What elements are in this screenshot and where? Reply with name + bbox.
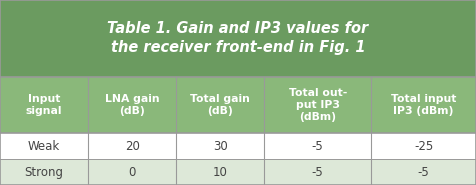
Text: Table 1. Gain and IP3 values for
the receiver front-end in Fig. 1: Table 1. Gain and IP3 values for the rec… [108, 21, 368, 56]
Bar [264, 159, 371, 185]
Text: Input
signal: Input signal [26, 94, 62, 116]
Text: 10: 10 [213, 166, 228, 179]
Bar [88, 133, 176, 159]
Text: 30: 30 [213, 140, 228, 153]
Text: -5: -5 [418, 166, 429, 179]
Text: LNA gain
(dB): LNA gain (dB) [105, 94, 159, 116]
Bar [264, 77, 371, 133]
Bar [0, 159, 88, 185]
Text: 20: 20 [125, 140, 139, 153]
Text: -5: -5 [312, 140, 324, 153]
Bar [0, 77, 88, 133]
Bar [176, 77, 264, 133]
Bar [371, 159, 476, 185]
Bar [371, 133, 476, 159]
Text: Strong: Strong [25, 166, 63, 179]
Bar [176, 133, 264, 159]
Bar [0, 133, 88, 159]
Bar [0, 0, 476, 77]
Text: Total out-
put IP3
(dBm): Total out- put IP3 (dBm) [288, 88, 347, 122]
Bar [88, 77, 176, 133]
Bar [264, 133, 371, 159]
Bar [88, 159, 176, 185]
Bar [176, 159, 264, 185]
Bar [371, 77, 476, 133]
Text: Total gain
(dB): Total gain (dB) [190, 94, 250, 116]
Text: Weak: Weak [28, 140, 60, 153]
Text: 0: 0 [129, 166, 136, 179]
Text: -5: -5 [312, 166, 324, 179]
Text: Total input
IP3 (dBm): Total input IP3 (dBm) [391, 94, 456, 116]
Text: -25: -25 [414, 140, 433, 153]
